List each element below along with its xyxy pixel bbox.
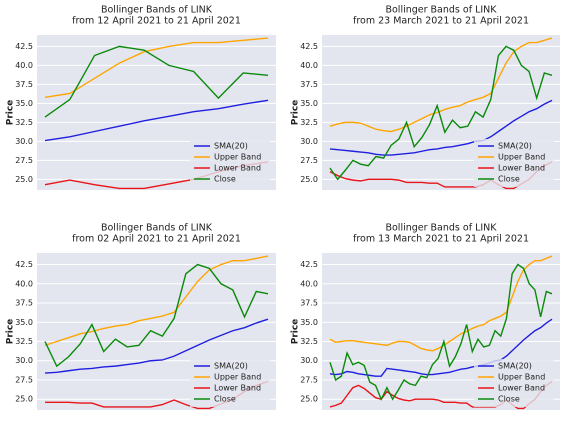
y-tick-label: 35.0 bbox=[15, 99, 33, 108]
y-tick-label: 25.0 bbox=[300, 395, 318, 404]
series-line bbox=[44, 45, 269, 118]
y-axis-label: Price bbox=[6, 100, 16, 126]
legend-label: Lower Band bbox=[214, 164, 261, 173]
y-tick-label: 42.5 bbox=[15, 42, 33, 51]
series-line bbox=[44, 99, 269, 142]
y-tick-label: 30.0 bbox=[15, 137, 33, 146]
y-tick-label: 40.0 bbox=[15, 61, 33, 70]
legend-label: SMA(20) bbox=[498, 142, 532, 151]
y-axis-label: Price bbox=[291, 319, 301, 345]
y-tick-label: 30.0 bbox=[15, 356, 33, 365]
chart-subtitle: from 23 March 2021 to 21 April 2021 bbox=[353, 16, 529, 27]
chart-subtitle: from 12 April 2021 to 21 April 2021 bbox=[72, 16, 241, 27]
chart-title: Bollinger Bands of LINK bbox=[101, 5, 213, 16]
y-tick-label: 32.5 bbox=[15, 118, 33, 127]
legend-label: SMA(20) bbox=[214, 142, 248, 151]
series-line bbox=[329, 255, 553, 352]
subplot: 25.0 27.5 30.0 32.5 35.0 37.5 40.0 42.5 Bollinge… bbox=[6, 223, 276, 410]
y-tick-label: 42.5 bbox=[300, 42, 318, 51]
series-line bbox=[44, 263, 269, 368]
chart-title: Bollinger Bands of LINK bbox=[385, 5, 497, 16]
y-tick-label: 30.0 bbox=[300, 137, 318, 146]
legend-label: SMA(20) bbox=[214, 362, 248, 371]
y-tick-label: 40.0 bbox=[300, 279, 318, 288]
legend-label: Lower Band bbox=[214, 384, 261, 393]
legend-label: Upper Band bbox=[214, 373, 261, 382]
y-tick-label: 25.0 bbox=[300, 175, 318, 184]
y-tick-label: 37.5 bbox=[300, 80, 318, 89]
y-tick-label: 27.5 bbox=[15, 375, 33, 384]
chart-title: Bollinger Bands of LINK bbox=[385, 223, 497, 234]
y-tick-label: 37.5 bbox=[15, 80, 33, 89]
series-line bbox=[44, 37, 269, 98]
y-tick-label: 32.5 bbox=[300, 337, 318, 346]
y-tick-label: 32.5 bbox=[15, 337, 33, 346]
chart-subtitle: from 02 April 2021 to 21 April 2021 bbox=[72, 234, 241, 245]
legend-label: Lower Band bbox=[498, 384, 545, 393]
y-axis-label: Price bbox=[6, 319, 16, 345]
y-tick-label: 40.0 bbox=[300, 61, 318, 70]
y-tick-label: 37.5 bbox=[15, 299, 33, 308]
legend-label: Upper Band bbox=[498, 373, 545, 382]
subplot: 25.0 27.5 30.0 32.5 35.0 37.5 40.0 42.5 Bollinge… bbox=[291, 223, 560, 410]
chart-title: Bollinger Bands of LINK bbox=[101, 223, 213, 234]
legend-label: Upper Band bbox=[498, 153, 545, 162]
y-tick-label: 37.5 bbox=[300, 299, 318, 308]
subplot: 25.0 27.5 30.0 32.5 35.0 37.5 40.0 42.5 Bollinge… bbox=[6, 5, 276, 190]
y-tick-label: 25.0 bbox=[15, 395, 33, 404]
legend-label: Close bbox=[214, 395, 236, 404]
y-tick-label: 42.5 bbox=[15, 260, 33, 269]
subplot: 25.0 27.5 30.0 32.5 35.0 37.5 40.0 42.5 Bollinge… bbox=[291, 5, 560, 190]
series-line bbox=[44, 318, 269, 374]
legend-label: SMA(20) bbox=[498, 362, 532, 371]
legend-label: Close bbox=[498, 175, 520, 184]
y-tick-label: 30.0 bbox=[300, 356, 318, 365]
y-tick-label: 27.5 bbox=[300, 375, 318, 384]
series-line bbox=[329, 37, 553, 133]
legend-label: Lower Band bbox=[498, 164, 545, 173]
series-line bbox=[329, 161, 553, 190]
y-tick-label: 27.5 bbox=[300, 156, 318, 165]
series-line bbox=[329, 45, 553, 181]
legend-label: Close bbox=[498, 395, 520, 404]
y-tick-label: 42.5 bbox=[300, 260, 318, 269]
legend-label: Upper Band bbox=[214, 153, 261, 162]
y-tick-label: 25.0 bbox=[15, 175, 33, 184]
y-tick-label: 35.0 bbox=[15, 318, 33, 327]
y-tick-label: 32.5 bbox=[300, 118, 318, 127]
series-line bbox=[329, 99, 553, 156]
series-line bbox=[44, 255, 269, 347]
y-tick-label: 35.0 bbox=[300, 99, 318, 108]
y-axis-label: Price bbox=[291, 100, 301, 126]
y-tick-label: 35.0 bbox=[300, 318, 318, 327]
y-tick-label: 27.5 bbox=[15, 156, 33, 165]
y-tick-label: 40.0 bbox=[15, 279, 33, 288]
series-line bbox=[329, 263, 553, 401]
chart-subtitle: from 13 March 2021 to 21 April 2021 bbox=[353, 234, 529, 245]
legend-label: Close bbox=[214, 175, 236, 184]
